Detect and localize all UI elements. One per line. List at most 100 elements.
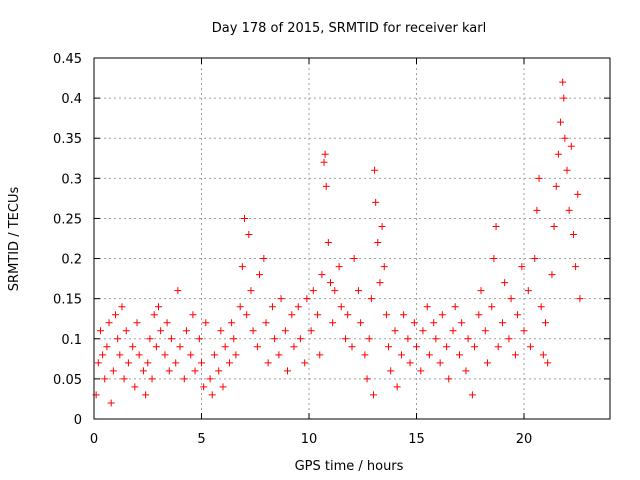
data-point — [400, 311, 408, 319]
data-point — [215, 367, 223, 375]
data-point — [107, 399, 115, 407]
data-point — [256, 271, 264, 279]
data-point — [114, 335, 122, 343]
data-point — [430, 319, 438, 327]
data-point — [361, 351, 369, 359]
x-tick-label: 10 — [301, 432, 318, 447]
data-point — [321, 150, 329, 158]
data-point — [167, 335, 175, 343]
data-point — [135, 351, 143, 359]
data-point — [552, 182, 560, 190]
y-tick-labels: 0 0.05 0.1 0.15 0.2 0.25 0.3 0.35 0.4 0.45 — [53, 52, 82, 428]
data-point — [144, 359, 152, 367]
data-point — [501, 279, 509, 287]
data-point — [404, 335, 412, 343]
data-point — [391, 327, 399, 335]
data-point — [120, 375, 128, 383]
data-point — [139, 367, 147, 375]
data-point — [245, 230, 253, 238]
data-point — [490, 255, 498, 263]
data-point — [103, 343, 111, 351]
data-point — [544, 359, 552, 367]
data-point — [471, 343, 479, 351]
data-point — [436, 359, 444, 367]
data-point — [531, 255, 539, 263]
y-tick-label: 0.2 — [61, 253, 82, 268]
data-point — [387, 367, 395, 375]
data-point — [301, 359, 309, 367]
data-point — [303, 295, 311, 303]
data-point — [548, 271, 556, 279]
data-point — [230, 335, 238, 343]
data-point — [253, 343, 261, 351]
plot-frame — [93, 57, 611, 420]
data-point — [385, 343, 393, 351]
data-point — [524, 287, 532, 295]
data-point — [122, 327, 130, 335]
data-point — [413, 343, 420, 351]
data-point — [550, 222, 558, 230]
data-point — [468, 391, 476, 399]
data-point — [380, 263, 388, 271]
data-point — [365, 335, 373, 343]
data-point — [499, 319, 506, 327]
data-point — [445, 375, 453, 383]
data-point — [131, 383, 139, 391]
data-point — [535, 174, 543, 182]
data-point — [150, 311, 158, 319]
data-point — [526, 343, 534, 351]
data-point — [537, 303, 545, 311]
data-point — [152, 343, 160, 351]
data-point — [419, 327, 427, 335]
data-point — [307, 327, 315, 335]
data-point — [94, 359, 102, 367]
data-point — [406, 359, 414, 367]
data-point — [260, 255, 268, 263]
data-point — [382, 311, 390, 319]
data-point — [318, 271, 326, 279]
data-point — [187, 351, 195, 359]
data-point — [284, 367, 291, 375]
data-point — [367, 295, 375, 303]
data-point — [557, 118, 565, 126]
data-point — [262, 319, 270, 327]
data-point — [202, 319, 210, 327]
data-point — [198, 359, 205, 367]
data-point — [314, 311, 322, 319]
data-point — [350, 255, 358, 263]
y-tick-label: 0.05 — [53, 373, 82, 388]
data-point — [124, 359, 132, 367]
data-point — [238, 263, 246, 271]
data-point — [567, 142, 575, 150]
x-tick-label: 15 — [408, 432, 425, 447]
y-tick-label: 0 — [74, 413, 82, 428]
data-point — [236, 303, 244, 311]
data-point — [281, 327, 289, 335]
data-point — [481, 327, 489, 335]
data-point — [514, 311, 522, 319]
y-tick-label: 0.1 — [61, 333, 82, 348]
data-point — [348, 343, 356, 351]
data-point — [264, 359, 272, 367]
x-tick-label: 20 — [516, 432, 533, 447]
data-point — [456, 351, 463, 359]
data-point — [157, 327, 165, 335]
data-point — [432, 335, 440, 343]
data-point — [331, 287, 339, 295]
data-point — [443, 343, 451, 351]
data-point — [561, 134, 569, 142]
data-point — [423, 303, 431, 311]
data-point — [563, 166, 571, 174]
data-point — [208, 391, 216, 399]
data-point — [363, 375, 371, 383]
data-point — [225, 359, 233, 367]
data-point — [393, 383, 401, 391]
data-point — [520, 327, 528, 335]
y-tick-label: 0.3 — [61, 172, 82, 187]
data-point — [228, 319, 236, 327]
data-point — [438, 311, 446, 319]
data-point — [217, 327, 225, 335]
y-axis-label: SRMTID / TECUs — [7, 187, 22, 292]
data-point — [565, 206, 573, 214]
